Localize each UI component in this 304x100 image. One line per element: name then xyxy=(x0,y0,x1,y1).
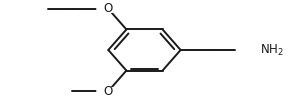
Text: NH$_2$: NH$_2$ xyxy=(260,42,284,57)
Circle shape xyxy=(97,5,120,12)
Circle shape xyxy=(97,88,120,95)
Text: O: O xyxy=(104,85,113,98)
Text: O: O xyxy=(104,2,113,15)
Circle shape xyxy=(247,46,270,54)
